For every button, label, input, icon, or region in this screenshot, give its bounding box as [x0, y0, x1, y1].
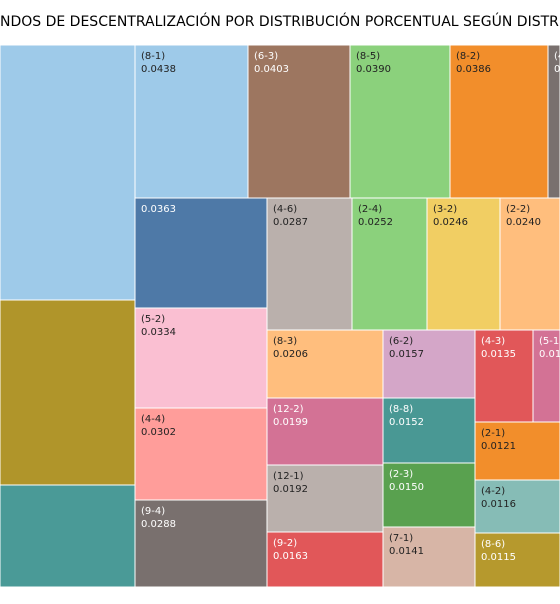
- cell-value: 0.0302: [141, 427, 176, 438]
- treemap-cell: [474, 329, 534, 423]
- cell-label: (12-2): [273, 404, 304, 415]
- cell-value: 0.0403: [254, 64, 289, 75]
- treemap-cell: [0, 299, 136, 486]
- cell-label: (6-3): [254, 51, 278, 62]
- cell-label: (5-2): [141, 314, 165, 325]
- cell-value: 0.0438: [141, 64, 176, 75]
- cell-value: 0.0192: [273, 484, 308, 495]
- cell-label: (9-2): [273, 538, 297, 549]
- cell-value: 0.0116: [481, 499, 516, 510]
- cell-value: 0.0157: [389, 349, 424, 360]
- cell-value: 0.0135: [481, 349, 516, 360]
- cell-label: (9-4): [141, 506, 165, 517]
- treemap-cell: [449, 44, 549, 199]
- cell-label: (2-2): [506, 204, 530, 215]
- cell-value: 0.0288: [141, 519, 176, 530]
- cell-label: (2-3): [389, 469, 413, 480]
- cell-label: (2-4): [358, 204, 382, 215]
- cell-value: 0.0252: [358, 217, 393, 228]
- cell-label: (8-8): [389, 404, 413, 415]
- treemap-cell: [266, 197, 353, 331]
- cell-label: (3-2): [433, 204, 457, 215]
- cell-value: 0: [554, 64, 560, 75]
- cell-label: (8-5): [356, 51, 380, 62]
- treemap-cell: [266, 531, 384, 588]
- cell-label: (8-3): [273, 336, 297, 347]
- cell-label: (4-2): [481, 486, 505, 497]
- cell-value: 0.0287: [273, 217, 308, 228]
- cell-value: 0.0386: [456, 64, 491, 75]
- cell-value: 0.0334: [141, 327, 176, 338]
- cell-value: 0.0115: [481, 552, 516, 563]
- cell-value: 0.0150: [389, 482, 424, 493]
- cell-value: 0.0240: [506, 217, 541, 228]
- cell-value: 0.0199: [273, 417, 308, 428]
- cell-label: (4-4): [141, 414, 165, 425]
- treemap-cell: [349, 44, 451, 199]
- treemap-cell: [134, 44, 249, 199]
- treemap-cell: [382, 526, 476, 588]
- cell-label: (4-3): [481, 336, 505, 347]
- treemap-cell: [266, 464, 384, 533]
- cell-label: (4-6): [273, 204, 297, 215]
- cell-label: (8-1): [141, 51, 165, 62]
- treemap-cell: [532, 329, 560, 423]
- cell-label: (4: [554, 51, 560, 62]
- cell-value: 0.0141: [389, 546, 424, 557]
- treemap-cell: [134, 407, 268, 501]
- cell-label: (12-1): [273, 471, 304, 482]
- treemap-cell: [351, 197, 428, 331]
- cell-label: (7-1): [389, 533, 413, 544]
- treemap-cell: [382, 329, 476, 399]
- treemap-cell: [474, 479, 560, 534]
- chart-title: NDOS DE DESCENTRALIZACIÓN POR DISTRIBUCI…: [0, 12, 560, 30]
- cell-value: 0.0206: [273, 349, 308, 360]
- cell-value: 0.012: [539, 349, 560, 360]
- treemap-cell: [499, 197, 560, 331]
- treemap-cell: [474, 532, 560, 588]
- treemap-cell: [247, 44, 351, 199]
- treemap-cell: [0, 484, 136, 588]
- cell-value: 0.0121: [481, 441, 516, 452]
- treemap-cell: [266, 329, 384, 399]
- cell-label: (2-1): [481, 428, 505, 439]
- treemap-cell: [134, 197, 268, 309]
- treemap-cell: [382, 462, 476, 528]
- cell-label: (8-6): [481, 539, 505, 550]
- treemap-cell: [134, 499, 268, 588]
- cell-value: 0.0246: [433, 217, 468, 228]
- cell-value: 0.0363: [141, 204, 176, 215]
- treemap-cell: [266, 397, 384, 466]
- treemap-cell: [382, 397, 476, 464]
- treemap-cell: [0, 44, 136, 301]
- cell-value: 0.0163: [273, 551, 308, 562]
- treemap-cell: [474, 421, 560, 481]
- cell-value: 0.0390: [356, 64, 391, 75]
- cell-label: (6-2): [389, 336, 413, 347]
- cell-value: 0.0152: [389, 417, 424, 428]
- cell-label: (8-2): [456, 51, 480, 62]
- cell-label: (5-1): [539, 336, 560, 347]
